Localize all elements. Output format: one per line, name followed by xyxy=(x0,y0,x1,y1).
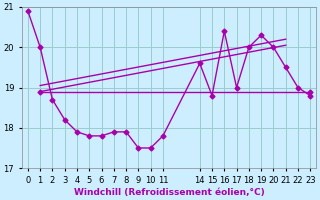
X-axis label: Windchill (Refroidissement éolien,°C): Windchill (Refroidissement éolien,°C) xyxy=(74,188,264,197)
